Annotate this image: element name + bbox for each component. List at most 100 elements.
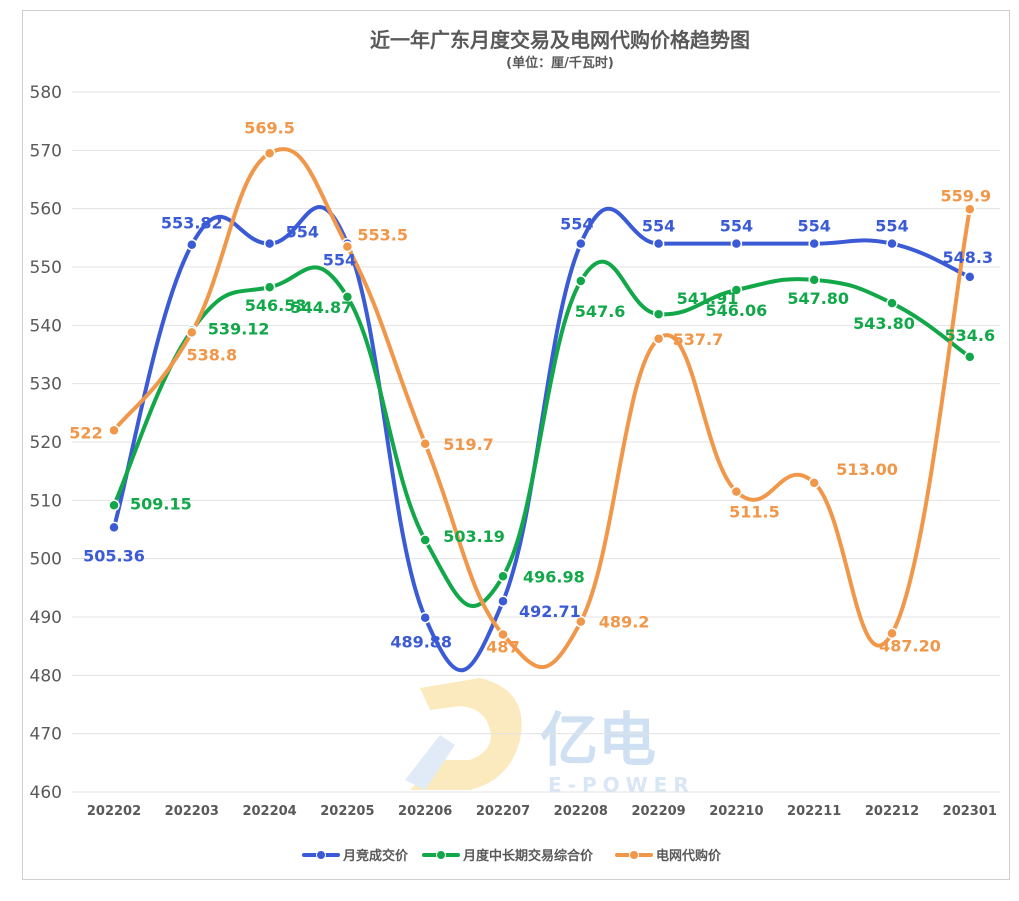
data-point	[652, 333, 665, 345]
data-label: 538.8	[186, 345, 237, 364]
x-tick-label: 202205	[320, 804, 374, 819]
data-point	[263, 281, 276, 293]
x-tick-label: 202301	[943, 804, 997, 819]
series-line	[112, 205, 972, 673]
data-label: 503.19	[443, 527, 505, 546]
data-label: 487.20	[879, 636, 941, 655]
legend: 月竞成交价 月度中长期交易综合价 电网代购价	[302, 848, 722, 864]
x-tick-label: 202209	[631, 804, 685, 819]
e-power-logo	[405, 678, 522, 790]
data-point	[808, 477, 820, 489]
data-label: 554	[560, 215, 593, 234]
data-label: 513.00	[836, 460, 898, 479]
x-tick-label: 202208	[554, 804, 608, 819]
data-label: 537.7	[673, 330, 724, 349]
data-label: 522	[69, 423, 102, 442]
data-point	[341, 240, 354, 253]
data-point	[652, 237, 665, 250]
x-tick-label: 202207	[476, 804, 530, 819]
data-label: 492.71	[519, 602, 581, 621]
data-label: 505.36	[83, 546, 145, 565]
data-label: 548.3	[942, 248, 993, 267]
data-point	[575, 237, 587, 250]
data-point	[108, 499, 120, 512]
data-label: 543.80	[853, 314, 915, 333]
data-point	[808, 237, 820, 250]
legend-marker	[436, 850, 446, 860]
y-tick-label: 580	[30, 83, 62, 103]
data-point	[964, 351, 976, 363]
data-point	[730, 284, 743, 296]
data-point	[263, 237, 276, 250]
data-label: 554	[875, 217, 908, 236]
data-label: 554	[642, 217, 675, 236]
data-point	[497, 570, 509, 583]
data-point	[808, 274, 820, 286]
series-line	[112, 259, 972, 609]
watermark: 亿电 E-POWER	[405, 678, 695, 797]
data-label: 559.9	[940, 186, 991, 205]
series-line	[112, 147, 972, 670]
data-label: 547.80	[787, 289, 849, 308]
legend-item: 月竞成交价	[302, 848, 409, 864]
data-point	[575, 275, 587, 287]
grid	[72, 91, 1000, 793]
data-label: 546.06	[706, 301, 768, 320]
x-tick-label: 202202	[87, 804, 141, 819]
data-point	[419, 438, 431, 450]
data-label: 511.5	[729, 503, 780, 522]
x-tick-label: 202210	[709, 804, 763, 819]
data-point	[964, 271, 976, 283]
data-point	[497, 595, 509, 607]
x-tick-label: 202204	[242, 804, 296, 819]
data-point	[652, 308, 665, 320]
chart-subtitle: (单位：厘/千瓦时)	[506, 55, 614, 71]
data-point	[886, 237, 898, 250]
data-label: 509.15	[130, 494, 192, 513]
watermark-text: 亿电	[540, 706, 656, 774]
data-point	[730, 485, 743, 498]
y-tick-label: 520	[30, 433, 62, 453]
data-point	[341, 291, 354, 303]
y-tick-label: 500	[30, 550, 62, 570]
data-label: 554	[323, 251, 356, 270]
y-tick-label: 490	[30, 608, 62, 628]
data-label: 547.6	[575, 302, 626, 321]
data-label: 553.82	[161, 214, 223, 233]
y-tick-label: 470	[30, 725, 62, 745]
data-label: 544.87	[291, 298, 353, 317]
data-point	[263, 147, 276, 159]
y-tick-label: 550	[30, 258, 62, 278]
data-point	[730, 237, 743, 250]
data-point	[886, 297, 898, 309]
data-label: 546.53	[245, 296, 307, 315]
x-tick-label: 202206	[398, 804, 452, 819]
legend-item: 电网代购价	[615, 848, 722, 864]
data-point	[419, 611, 431, 624]
data-point	[964, 203, 976, 215]
data-label: 539.12	[208, 319, 270, 338]
series-lines	[108, 147, 976, 673]
data-point	[108, 521, 120, 534]
data-point	[419, 534, 431, 546]
legend-marker	[316, 850, 326, 860]
data-label: 489.88	[390, 633, 452, 652]
data-label: 496.98	[523, 567, 585, 586]
data-label: 553.5	[357, 226, 408, 245]
y-tick-label: 570	[30, 141, 62, 161]
legend-item: 月度中长期交易综合价	[422, 848, 594, 864]
data-point	[575, 615, 587, 628]
legend-label: 月度中长期交易综合价	[462, 848, 594, 864]
data-label: 554	[797, 217, 830, 236]
y-tick-label: 530	[30, 375, 62, 395]
data-label: 541.91	[677, 289, 739, 308]
data-label: 569.5	[244, 118, 295, 137]
x-tick-label: 202211	[787, 804, 841, 819]
data-point	[186, 326, 198, 339]
watermark-subtext: E-POWER	[548, 773, 695, 797]
data-point	[108, 424, 120, 437]
data-point	[186, 238, 198, 251]
y-tick-label: 540	[30, 316, 62, 336]
y-tick-label: 460	[30, 783, 62, 803]
